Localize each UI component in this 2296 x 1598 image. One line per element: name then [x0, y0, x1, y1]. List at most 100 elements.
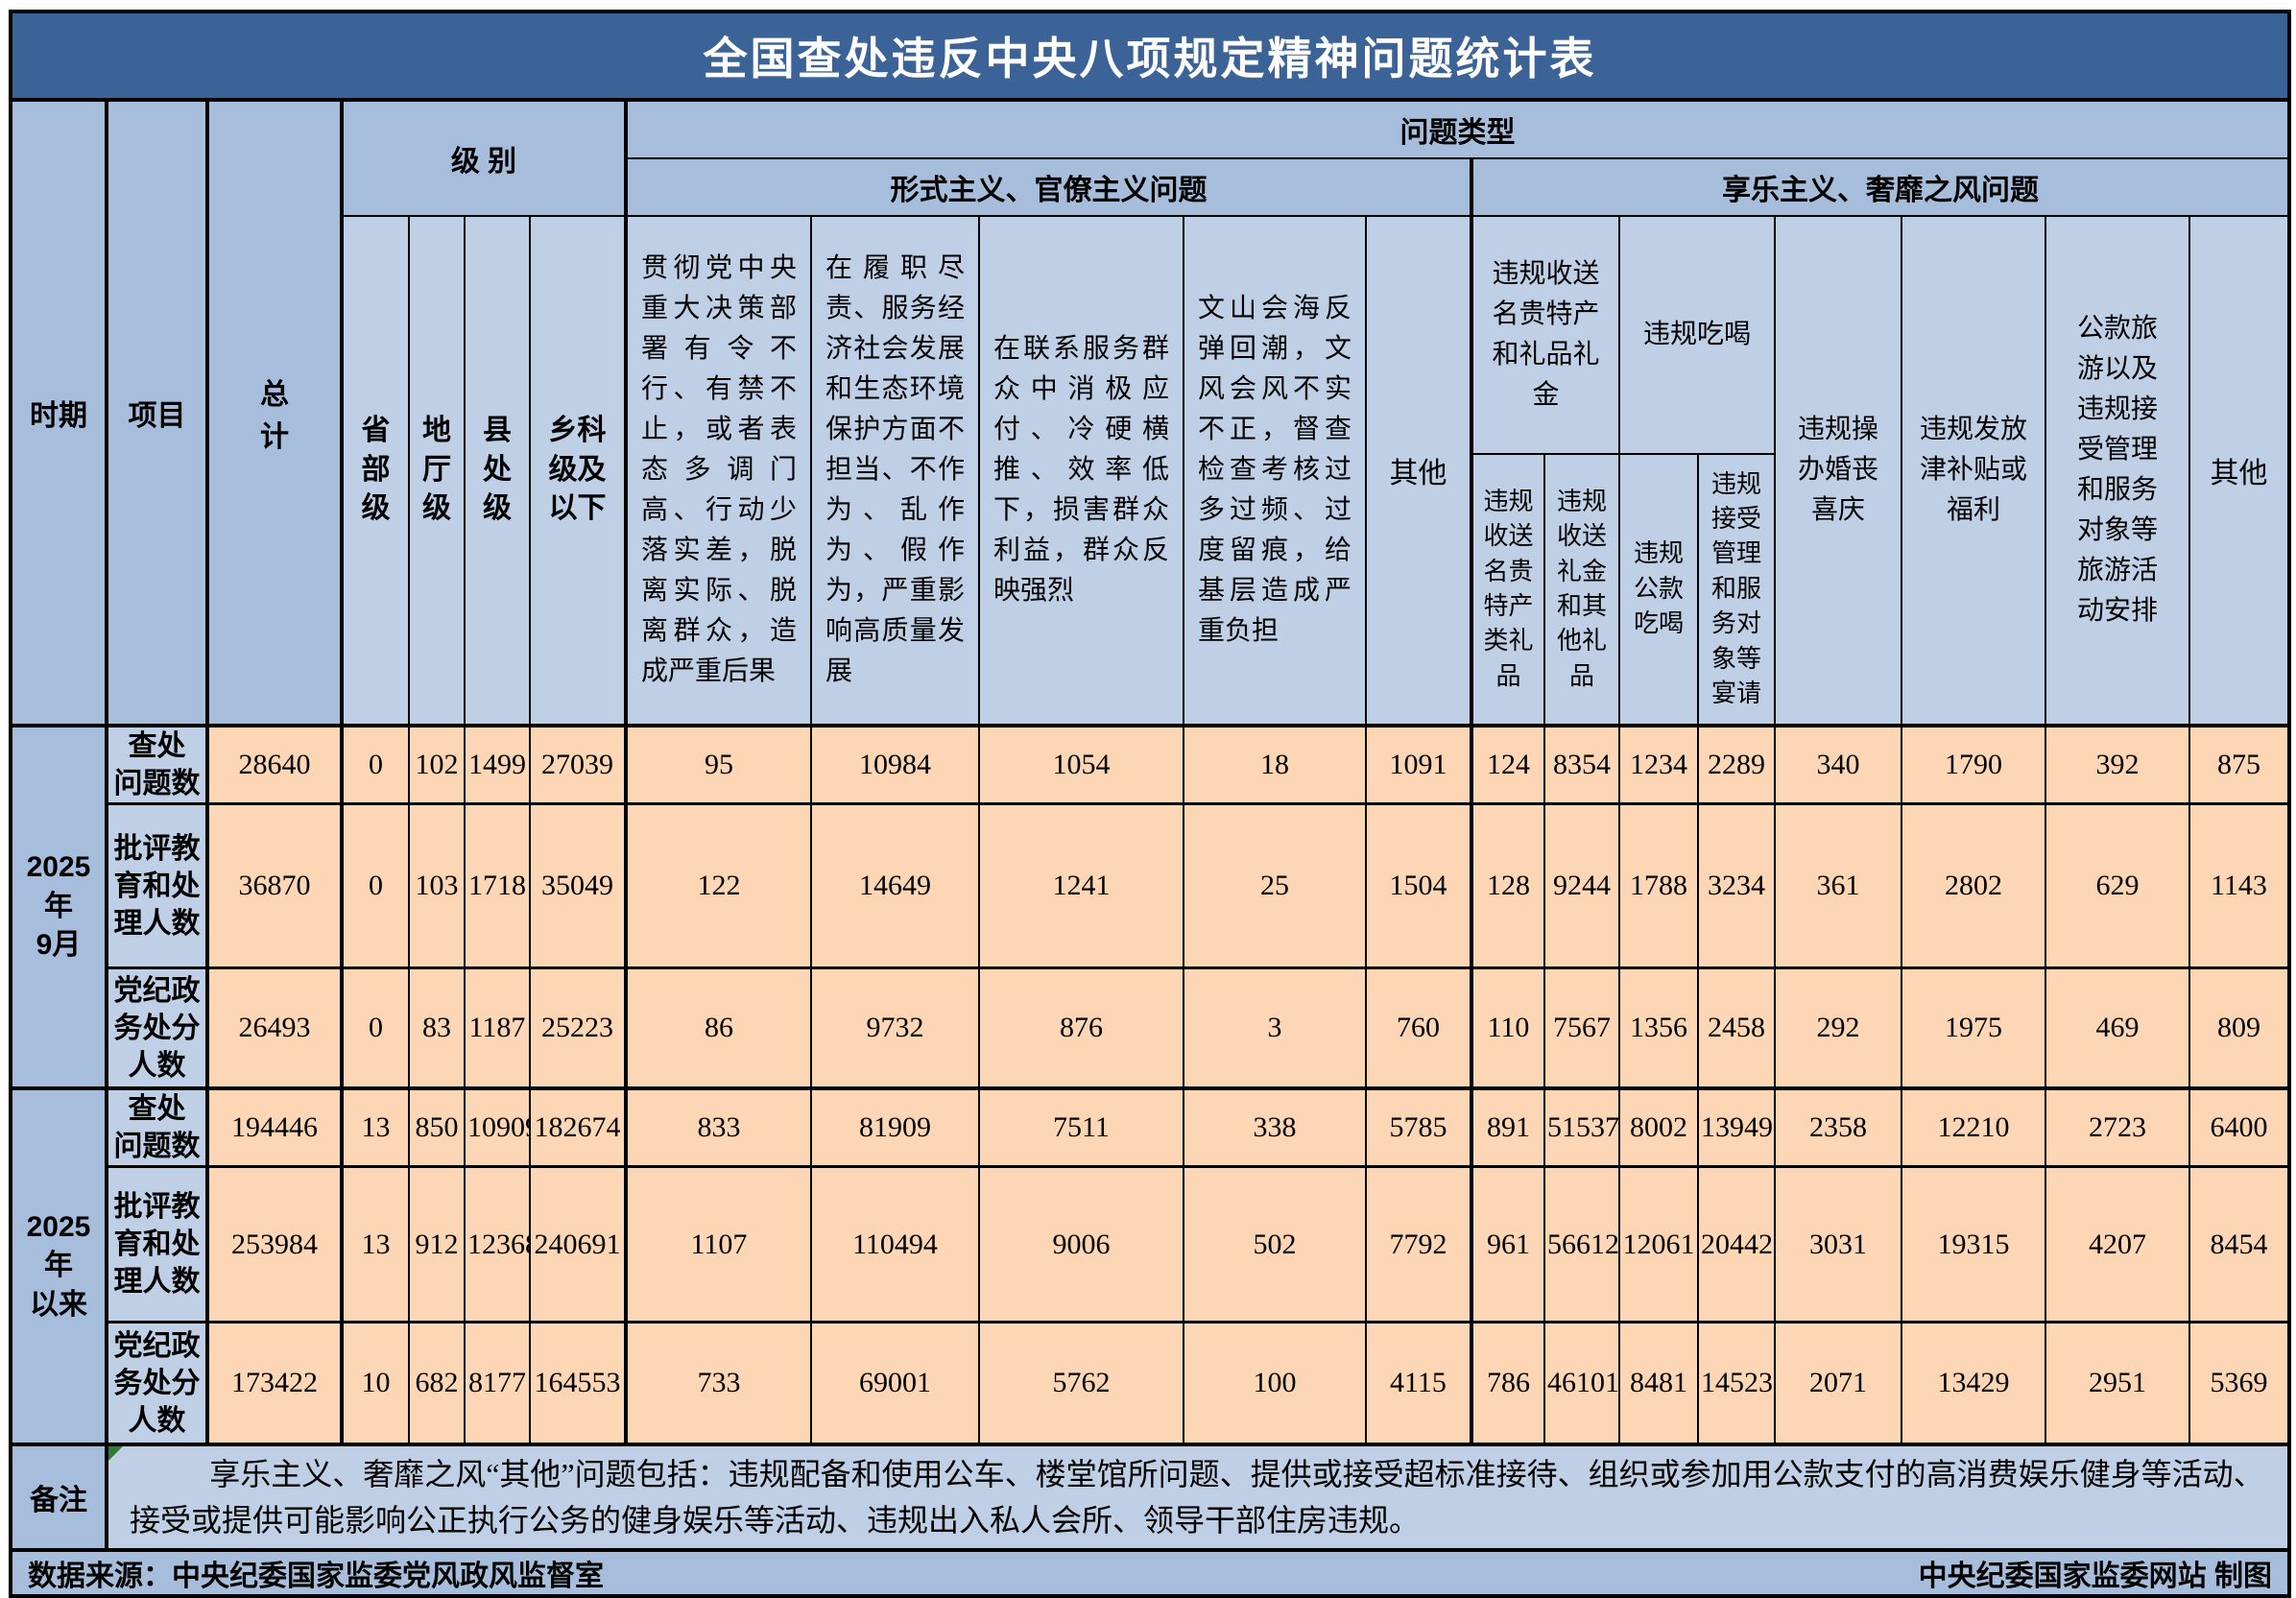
col-header-item: 项目 [106, 99, 209, 727]
table-row: 批评教 育和处 理人数 36870 0 103 1718 35049 122 1… [11, 802, 2290, 969]
data-cell: 2358 [1774, 1086, 1902, 1168]
data-cell: 35049 [529, 802, 628, 969]
col-header-public-travel: 公款旅游以及违规接受管理和服务对象等旅游活动安排 [2045, 215, 2190, 727]
data-cell: 18 [1183, 724, 1367, 805]
data-cell: 2289 [1697, 724, 1776, 805]
group-header-formalism: 形式主义、官僚主义问题 [625, 157, 1473, 217]
data-cell: 912 [408, 1165, 466, 1324]
data-cell: 13 [341, 1086, 410, 1168]
data-cell: 833 [625, 1086, 812, 1168]
col-header-formalism-2: 在履职尽责、服务经济社会发展和生态环境保护方面不担当、不作为、乱作为、假作为，严… [810, 215, 980, 727]
data-cell: 891 [1471, 1086, 1545, 1168]
data-cell: 110494 [810, 1165, 980, 1324]
period-cell: 2025年 9月 [10, 724, 108, 1089]
data-cell: 2071 [1774, 1321, 1902, 1445]
data-cell: 392 [2045, 724, 2190, 805]
data-cell: 36870 [206, 802, 344, 969]
data-cell: 1504 [1365, 802, 1473, 969]
row-label: 批评教 育和处 理人数 [106, 802, 209, 969]
data-cell: 0 [341, 966, 410, 1089]
col-header-formalism-4: 文山会海反弹回潮，文风会风不实不正，督查检查考核过多过频、过度留痕，给基层造成严… [1183, 215, 1367, 727]
data-cell: 9244 [1543, 802, 1620, 969]
data-cell: 14649 [810, 802, 980, 969]
data-cell: 875 [2188, 724, 2290, 805]
data-cell: 10984 [810, 724, 980, 805]
remarks-text: 享乐主义、奢靡之风“其他”问题包括：违规配备和使用公车、楼堂馆所问题、提供或接受… [130, 1457, 2264, 1538]
col-header-dining-public-funds: 违规公款吃喝 [1618, 453, 1699, 727]
data-cell: 164553 [529, 1321, 628, 1445]
data-cell: 3 [1183, 966, 1367, 1089]
data-cell: 2723 [2045, 1086, 2190, 1168]
data-cell: 13429 [1901, 1321, 2046, 1445]
data-cell: 809 [2188, 966, 2290, 1089]
group-header-dining: 违规吃喝 [1618, 215, 1776, 455]
data-cell: 850 [408, 1086, 466, 1168]
data-cell: 8454 [2188, 1165, 2290, 1324]
col-header-gifts-cash: 违规收送礼金和其他礼品 [1543, 453, 1620, 727]
data-cell: 786 [1471, 1321, 1545, 1445]
data-cell: 173422 [206, 1321, 344, 1445]
data-cell: 1788 [1618, 802, 1699, 969]
data-cell: 361 [1774, 802, 1902, 969]
data-cell: 6400 [2188, 1086, 2290, 1168]
data-cell: 27039 [529, 724, 628, 805]
table-row: 党纪政 务处分 人数 173422 10 682 8177 164553 733… [11, 1321, 2290, 1445]
data-cell: 8002 [1618, 1086, 1699, 1168]
data-cell: 0 [341, 802, 410, 969]
data-cell: 26493 [206, 966, 344, 1089]
data-cell: 1091 [1365, 724, 1473, 805]
period-cell: 2025年 以来 [10, 1086, 108, 1445]
data-cell: 103 [408, 802, 466, 969]
data-cell: 14523 [1697, 1321, 1776, 1445]
footer-cell: 数据来源：中央纪委国家监委党风政风监督室 中央纪委国家监委网站 制图 [10, 1548, 2290, 1597]
data-cell: 7792 [1365, 1165, 1473, 1324]
data-cell: 110 [1471, 966, 1545, 1089]
data-cell: 1241 [978, 802, 1184, 969]
data-cell: 1790 [1901, 724, 2046, 805]
data-cell: 876 [978, 966, 1184, 1089]
data-cell: 9006 [978, 1165, 1184, 1324]
cell-corner-marker [108, 1448, 123, 1461]
data-cell: 240691 [529, 1165, 628, 1324]
data-cell: 128 [1471, 802, 1545, 969]
data-cell: 122 [625, 802, 812, 969]
data-cell: 3234 [1697, 802, 1776, 969]
data-cell: 8481 [1618, 1321, 1699, 1445]
data-cell: 102 [408, 724, 466, 805]
data-cell: 629 [2045, 802, 2190, 969]
data-cell: 682 [408, 1321, 466, 1445]
data-cell: 1187 [464, 966, 531, 1089]
data-cell: 2951 [2045, 1321, 2190, 1445]
row-label: 查处 问题数 [106, 724, 209, 805]
data-cell: 1143 [2188, 802, 2290, 969]
col-header-formalism-3: 在联系服务群众中消极应付、冷硬横推、效率低下，损害群众利益，群众反映强烈 [978, 215, 1184, 727]
data-cell: 10909 [464, 1086, 531, 1168]
data-cell: 1107 [625, 1165, 812, 1324]
col-header-period: 时期 [10, 99, 108, 727]
data-cell: 86 [625, 966, 812, 1089]
col-header-province-level: 省部级 [341, 215, 410, 727]
data-cell: 8177 [464, 1321, 531, 1445]
data-cell: 7567 [1543, 966, 1620, 1089]
data-cell: 12210 [1901, 1086, 2046, 1168]
data-cell: 5762 [978, 1321, 1184, 1445]
data-cell: 469 [2045, 966, 2190, 1089]
table-row: 2025年 以来 查处 问题数 194446 13 850 10909 1826… [10, 1086, 2290, 1445]
row-label: 批评教 育和处 理人数 [106, 1165, 209, 1324]
data-cell: 20442 [1697, 1165, 1776, 1324]
data-cell: 81909 [810, 1086, 980, 1168]
col-header-gifts-specialty: 违规收送名贵特产类礼品 [1471, 453, 1545, 727]
data-cell: 19315 [1901, 1165, 2046, 1324]
table-row: 党纪政 务处分 人数 26493 0 83 1187 25223 86 9732… [11, 966, 2290, 1089]
remarks-row: 备注 享乐主义、奢靡之风“其他”问题包括：违规配备和使用公车、楼堂馆所问题、提供… [10, 1443, 2290, 1551]
data-cell: 1718 [464, 802, 531, 969]
col-header-weddings-funerals: 违规操办婚丧喜庆 [1774, 215, 1902, 727]
data-cell: 253984 [206, 1165, 344, 1324]
data-cell: 760 [1365, 966, 1473, 1089]
data-cell: 4207 [2045, 1165, 2190, 1324]
data-cell: 25223 [529, 966, 628, 1089]
data-cell: 194446 [206, 1086, 344, 1168]
stats-table: 全国查处违反中央八项规定精神问题统计表 时期 项目 总 计 级 别 问题类型 形… [9, 10, 2291, 1598]
col-header-dining-banquets: 违规接受管理和服务对象等宴请 [1697, 453, 1776, 727]
